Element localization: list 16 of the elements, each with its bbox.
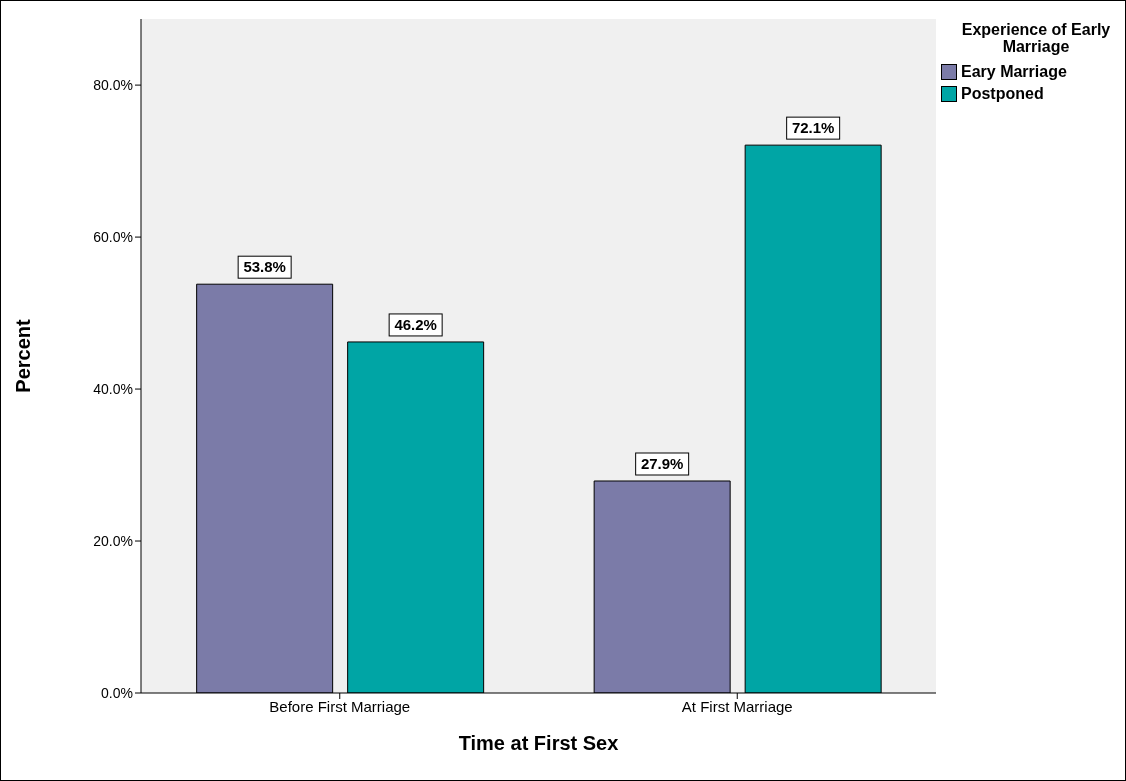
x-axis-title: Time at First Sex — [458, 732, 619, 754]
y-tick-label: 40.0% — [93, 381, 133, 398]
y-tick-label: 60.0% — [93, 229, 133, 246]
data-label: 46.2% — [394, 315, 437, 333]
legend-label: Postponed — [961, 85, 1044, 103]
x-tick-label: Before First Marriage — [269, 697, 411, 715]
x-tick-label: At First Marriage — [681, 697, 793, 715]
y-tick-label: 80.0% — [93, 77, 133, 94]
y-tick-label: 0.0% — [101, 684, 133, 701]
data-label: 27.9% — [640, 455, 684, 472]
legend-label: Eary Marriage — [961, 63, 1067, 81]
data-label: 72.1% — [791, 119, 835, 137]
y-axis-title: Percent — [12, 318, 35, 393]
legend-title: Experience of Early Marriage — [961, 21, 1111, 55]
data-label: 53.8% — [243, 258, 286, 276]
y-tick-label: 20.0% — [93, 533, 133, 549]
